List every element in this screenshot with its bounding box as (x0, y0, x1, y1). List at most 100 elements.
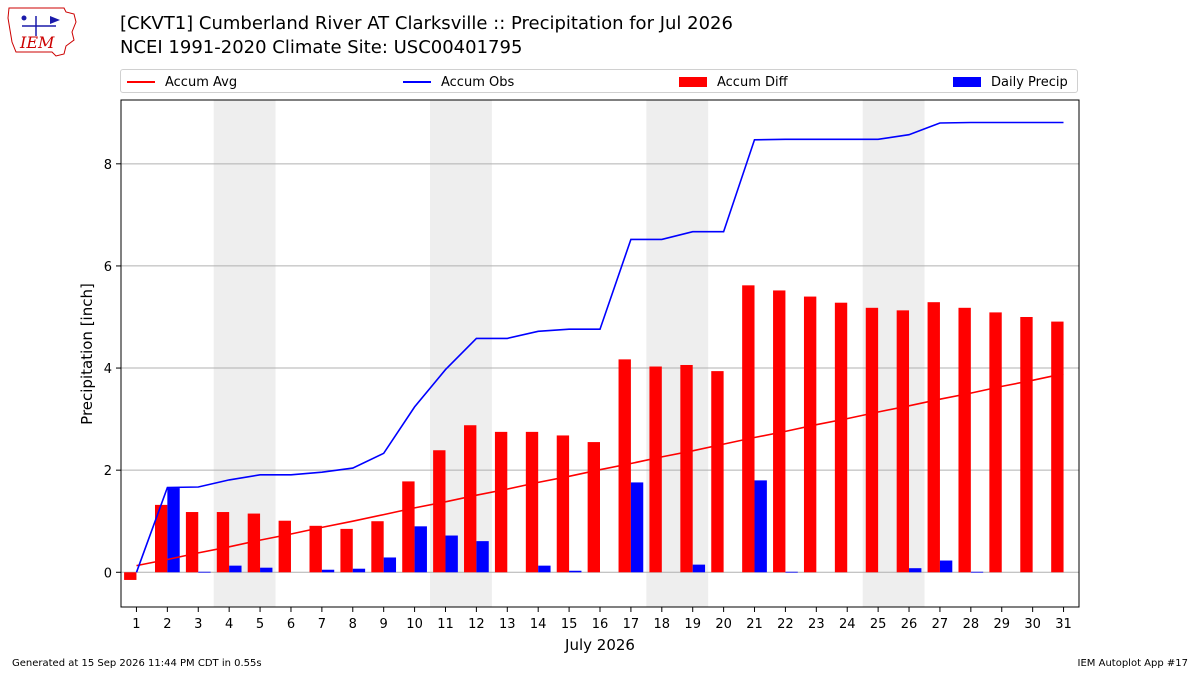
accum-diff-bar (556, 435, 570, 573)
y-tick-label: 8 (104, 158, 112, 173)
daily-precip-bar (260, 567, 273, 573)
x-tick-label: 3 (194, 617, 202, 632)
daily-precip-bar (692, 564, 706, 573)
accum-diff-bar (433, 450, 446, 573)
accum-diff-bar (247, 513, 261, 573)
accum-diff-bar (124, 572, 137, 580)
accum-avg-line (136, 372, 1064, 567)
x-tick-label: 18 (654, 617, 671, 632)
x-tick-label: 24 (839, 617, 856, 632)
daily-precip-bar (198, 571, 211, 573)
accum-diff-bar (309, 525, 322, 573)
iowa-outline (7, 7, 77, 57)
accum-diff-bar (618, 359, 631, 573)
daily-precip-bar (414, 526, 427, 573)
accum-diff-bar (340, 528, 353, 573)
x-tick-label: 23 (808, 617, 825, 632)
daily-precip-bar (569, 570, 582, 573)
x-tick-label: 1 (132, 617, 140, 632)
y-tick-label: 4 (104, 362, 112, 377)
x-tick-label: 5 (256, 617, 264, 632)
x-tick-label: 9 (380, 617, 388, 632)
x-tick-label: 4 (225, 617, 233, 632)
accum-diff-bar (525, 431, 539, 573)
legend-swatch-accum-obs (403, 81, 431, 83)
accum-diff-bar (154, 504, 168, 573)
accum-diff-bar (1051, 321, 1064, 573)
accum-diff-bar (773, 290, 786, 573)
chart-legend: Accum Avg Accum Obs Accum Diff Daily Pre… (120, 69, 1078, 93)
x-tick-label: 22 (777, 617, 794, 632)
y-tick-label: 6 (104, 260, 112, 275)
accum-diff-bar (834, 302, 848, 573)
chart-title: [CKVT1] Cumberland River AT Clarksville … (120, 12, 733, 60)
accum-diff-bar (216, 512, 230, 573)
y-axis-label: Precipitation [inch] (78, 283, 96, 425)
legend-label-daily-precip: Daily Precip (991, 74, 1068, 90)
accum-diff-bar (494, 431, 508, 573)
wind-vane-icon (50, 16, 60, 24)
legend-label-accum-obs: Accum Obs (441, 74, 515, 90)
daily-precip-bar (352, 568, 366, 573)
title-line-1: [CKVT1] Cumberland River AT Clarksville … (120, 13, 733, 34)
iem-logo-graphic: IEM (7, 7, 77, 57)
accum-obs-line (135, 121, 1064, 573)
x-tick-label: 12 (468, 617, 485, 632)
x-tick-label: 28 (963, 617, 980, 632)
accum-diff-bar (185, 512, 199, 573)
daily-precip-bar (909, 568, 922, 573)
accum-diff-bar (587, 442, 600, 573)
legend-label-accum-diff: Accum Diff (717, 74, 788, 90)
accum-diff-bar (711, 371, 724, 573)
legend-item-daily-precip: Daily Precip (953, 73, 1068, 91)
x-tick-label: 30 (1024, 617, 1041, 632)
x-tick-label: 15 (561, 617, 578, 632)
accum-diff-bar (803, 296, 817, 573)
accum-diff-bar (371, 521, 384, 573)
footer-app-id: IEM Autoplot App #17 (1077, 658, 1188, 669)
daily-precip-bar (321, 569, 335, 573)
x-tick-label: 6 (287, 617, 295, 632)
logo-text: IEM (19, 33, 55, 52)
accum-diff-bar (742, 285, 755, 573)
accum-diff-bar (989, 312, 1002, 573)
x-tick-label: 13 (499, 617, 516, 632)
daily-precip-bar (785, 571, 798, 573)
accum-diff-bar (278, 520, 291, 573)
accum-diff-bar (927, 302, 940, 573)
legend-swatch-accum-diff (679, 77, 707, 87)
legend-swatch-daily-precip (953, 77, 981, 87)
daily-precip-bar (754, 480, 767, 573)
legend-item-accum-obs: Accum Obs (403, 73, 514, 91)
x-tick-label: 31 (1055, 617, 1072, 632)
x-tick-label: 29 (993, 617, 1010, 632)
accum-diff-bar (958, 307, 971, 573)
x-tick-label: 19 (684, 617, 701, 632)
daily-precip-bar (630, 482, 644, 573)
daily-precip-bar (445, 535, 458, 573)
daily-precip-bar (229, 565, 242, 573)
accum-diff-bar (464, 425, 477, 573)
daily-precip-bar (970, 571, 984, 573)
legend-item-accum-avg: Accum Avg (127, 73, 237, 91)
accum-diff-bar (896, 310, 910, 573)
daily-precip-bar (538, 565, 551, 573)
legend-label-accum-avg: Accum Avg (165, 74, 238, 90)
x-tick-label: 17 (623, 617, 640, 632)
accum-diff-bar (402, 481, 415, 573)
accum-diff-bar (649, 366, 662, 573)
daily-precip-bars (167, 480, 984, 573)
iem-logo[interactable]: IEM (6, 4, 82, 60)
x-tick-label: 25 (870, 617, 887, 632)
legend-item-accum-diff: Accum Diff (679, 73, 788, 91)
y-tick-label: 2 (104, 464, 112, 479)
x-tick-label: 7 (318, 617, 326, 632)
accum-lines (135, 121, 1064, 573)
daily-precip-bar (939, 560, 953, 573)
x-tick-label: 16 (592, 617, 609, 632)
x-tick-label: 27 (932, 617, 949, 632)
accum-diff-bar (680, 364, 693, 573)
x-axis-label: July 2026 (564, 636, 635, 654)
